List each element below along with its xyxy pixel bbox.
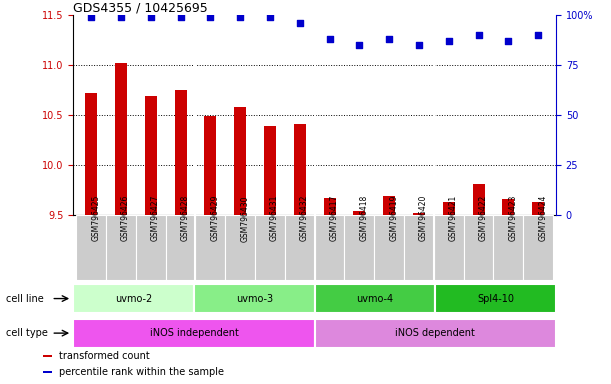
Text: percentile rank within the sample: percentile rank within the sample bbox=[59, 367, 224, 377]
Text: Spl4-10: Spl4-10 bbox=[477, 293, 514, 304]
Text: GSM796431: GSM796431 bbox=[270, 195, 279, 242]
Bar bbox=[115, 63, 127, 215]
Text: GDS4355 / 10425695: GDS4355 / 10425695 bbox=[73, 1, 208, 14]
Text: GSM796428: GSM796428 bbox=[181, 195, 189, 242]
Text: cell line: cell line bbox=[6, 293, 44, 304]
Point bbox=[324, 36, 334, 42]
Bar bbox=[345, 215, 375, 280]
Bar bbox=[472, 184, 485, 215]
Bar bbox=[194, 284, 315, 313]
Text: GSM796424: GSM796424 bbox=[538, 195, 547, 242]
Point bbox=[205, 14, 215, 20]
Bar bbox=[494, 215, 523, 280]
Bar bbox=[225, 215, 255, 280]
Bar bbox=[255, 215, 285, 280]
Text: GSM796419: GSM796419 bbox=[389, 195, 398, 242]
Text: uvmo-2: uvmo-2 bbox=[115, 293, 152, 304]
Point bbox=[533, 32, 543, 38]
Bar bbox=[145, 96, 157, 215]
Text: cell type: cell type bbox=[6, 328, 48, 338]
Point bbox=[503, 38, 513, 45]
Bar bbox=[315, 284, 435, 313]
Bar bbox=[166, 215, 196, 280]
Bar bbox=[43, 371, 52, 373]
Bar bbox=[502, 199, 514, 215]
Point bbox=[384, 36, 394, 42]
Text: GSM796417: GSM796417 bbox=[329, 195, 338, 242]
Bar bbox=[234, 107, 246, 215]
Bar bbox=[315, 215, 345, 280]
Bar bbox=[264, 126, 276, 215]
Bar bbox=[324, 198, 335, 215]
Bar bbox=[434, 215, 464, 280]
Point bbox=[235, 14, 245, 20]
Bar bbox=[76, 215, 106, 280]
Bar bbox=[73, 319, 315, 348]
Text: uvmo-3: uvmo-3 bbox=[236, 293, 273, 304]
Text: transformed count: transformed count bbox=[59, 351, 150, 361]
Bar bbox=[73, 284, 194, 313]
Bar bbox=[523, 215, 553, 280]
Point bbox=[176, 14, 186, 20]
Text: uvmo-4: uvmo-4 bbox=[356, 293, 393, 304]
Bar bbox=[136, 215, 166, 280]
Text: GSM796429: GSM796429 bbox=[210, 195, 219, 242]
Bar bbox=[435, 284, 556, 313]
Text: GSM796426: GSM796426 bbox=[121, 195, 130, 242]
Point bbox=[354, 42, 364, 48]
Text: GSM796423: GSM796423 bbox=[508, 195, 518, 242]
Bar bbox=[413, 213, 425, 215]
Point bbox=[295, 20, 305, 26]
Text: iNOS dependent: iNOS dependent bbox=[395, 328, 475, 338]
Text: GSM796422: GSM796422 bbox=[478, 195, 488, 242]
Bar bbox=[404, 215, 434, 280]
Bar bbox=[106, 215, 136, 280]
Point bbox=[86, 14, 96, 20]
Text: GSM796427: GSM796427 bbox=[151, 195, 160, 242]
Text: GSM796421: GSM796421 bbox=[448, 195, 458, 242]
Bar bbox=[205, 116, 216, 215]
Text: GSM796430: GSM796430 bbox=[240, 195, 249, 242]
Bar bbox=[43, 355, 52, 358]
Point bbox=[444, 38, 453, 45]
Bar bbox=[383, 196, 395, 215]
Text: GSM796432: GSM796432 bbox=[300, 195, 309, 242]
Bar bbox=[375, 215, 404, 280]
Point bbox=[146, 14, 156, 20]
Bar bbox=[353, 211, 365, 215]
Bar bbox=[175, 90, 186, 215]
Text: iNOS independent: iNOS independent bbox=[150, 328, 238, 338]
Bar bbox=[285, 215, 315, 280]
Bar bbox=[315, 319, 556, 348]
Point bbox=[474, 32, 483, 38]
Text: GSM796420: GSM796420 bbox=[419, 195, 428, 242]
Point bbox=[116, 14, 126, 20]
Text: GSM796418: GSM796418 bbox=[359, 195, 368, 242]
Bar bbox=[294, 124, 306, 215]
Point bbox=[265, 14, 275, 20]
Text: GSM796425: GSM796425 bbox=[91, 195, 100, 242]
Bar bbox=[86, 93, 97, 215]
Point bbox=[414, 42, 424, 48]
Bar bbox=[464, 215, 494, 280]
Bar bbox=[196, 215, 225, 280]
Bar bbox=[532, 202, 544, 215]
Bar bbox=[443, 202, 455, 215]
